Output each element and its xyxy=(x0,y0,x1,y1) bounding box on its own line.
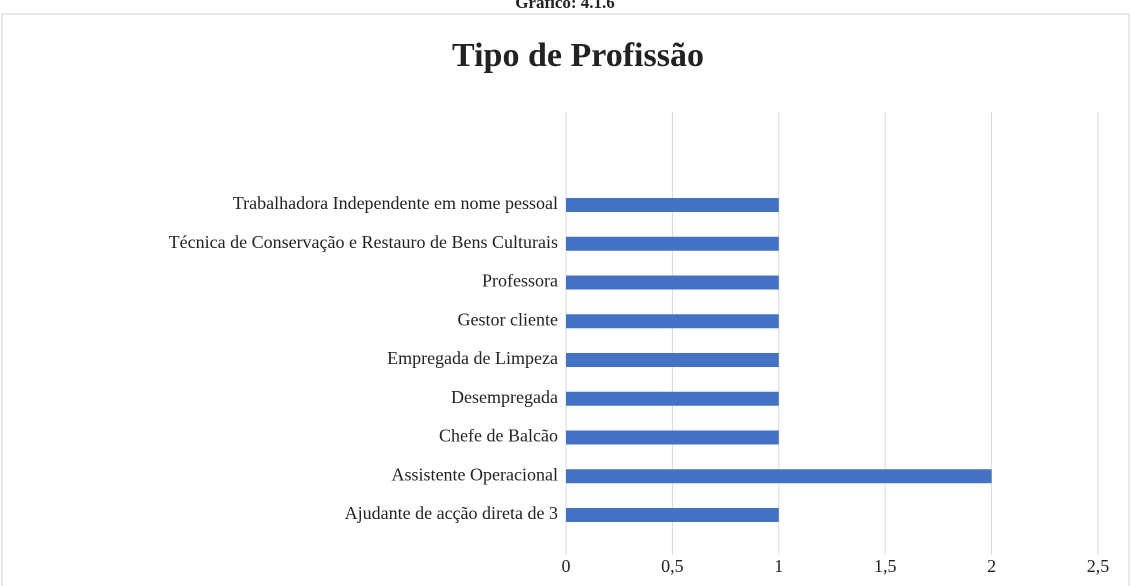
bar xyxy=(566,314,779,329)
y-tick-label: Gestor cliente xyxy=(458,309,558,329)
x-tick-label: 1 xyxy=(774,556,783,576)
y-tick-label: Professora xyxy=(482,271,558,291)
x-tick-label: 0 xyxy=(562,556,571,576)
y-tick-label: Desempregada xyxy=(451,387,558,407)
y-tick-label: Trabalhadora Independente em nome pessoa… xyxy=(233,193,558,213)
y-tick-label: Chefe de Balcão xyxy=(439,426,558,446)
bar xyxy=(566,469,992,484)
figure-header: Gráfico: 4.1.6 xyxy=(515,0,615,12)
y-tick-label: Assistente Operacional xyxy=(392,464,558,484)
bar xyxy=(566,198,779,212)
y-tick-label: Ajudante de acção direta de 3 xyxy=(345,503,558,523)
y-tick-label: Técnica de Conservação e Restauro de Ben… xyxy=(169,232,558,252)
x-tick-label: 1,5 xyxy=(874,556,897,576)
bar xyxy=(566,508,779,522)
x-tick-label: 2,5 xyxy=(1087,556,1110,576)
bar xyxy=(566,275,779,290)
bar xyxy=(566,391,779,406)
x-tick-label: 2 xyxy=(987,556,996,576)
bar xyxy=(566,236,779,251)
chart-title: Tipo de Profissão xyxy=(452,37,704,74)
x-tick-label: 0,5 xyxy=(661,556,684,576)
y-tick-label: Empregada de Limpeza xyxy=(387,348,558,368)
bar xyxy=(566,430,779,445)
bar xyxy=(566,353,779,367)
